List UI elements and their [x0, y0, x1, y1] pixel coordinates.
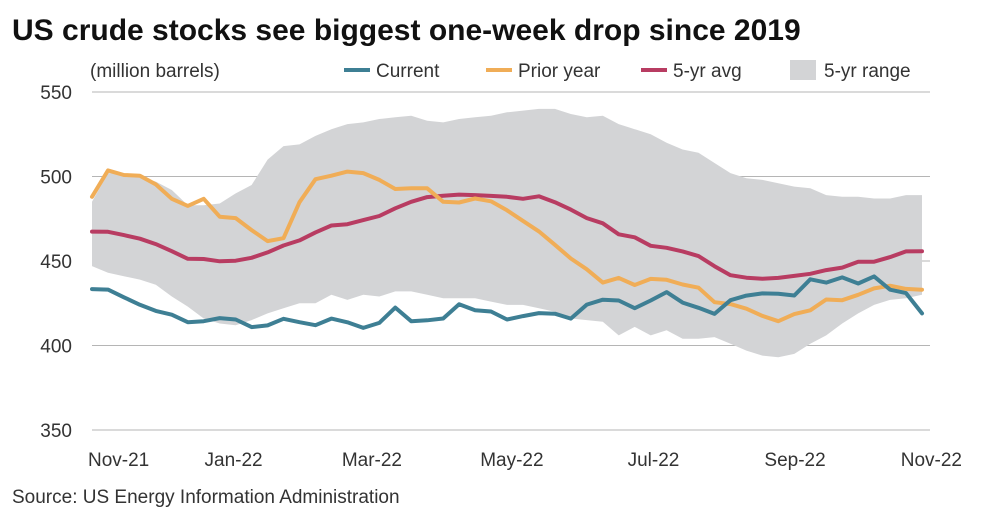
x-tick-label: Jul-22	[628, 450, 680, 471]
range-band	[92, 108, 922, 358]
y-unit-label: (million barrels)	[90, 61, 220, 82]
legend-label-prior: Prior year	[518, 61, 601, 82]
legend: Current Prior year 5-yr avg 5-yr range	[344, 60, 911, 82]
range-layer	[92, 108, 922, 358]
x-tick-label: Nov-22	[901, 450, 962, 471]
legend-swatch-range	[790, 60, 816, 80]
x-tick-label: May-22	[480, 450, 543, 471]
y-tick-label: 350	[40, 421, 72, 442]
legend-label-current: Current	[376, 61, 440, 82]
x-tick-label: Sep-22	[764, 450, 825, 471]
x-axis: Nov-21 Jan-22 Mar-22 May-22 Jul-22 Sep-22 Nov-…	[88, 450, 962, 471]
y-tick-label: 500	[40, 168, 72, 189]
prior-year-line	[90, 168, 924, 324]
source-note: Source: US Energy Information Administra…	[12, 487, 400, 508]
y-tick-label: 450	[40, 252, 72, 273]
legend-label-range: 5-yr range	[824, 61, 911, 82]
current-line	[90, 274, 924, 330]
lines-layer	[90, 168, 924, 330]
chart-title: US crude stocks see biggest one-week dro…	[12, 14, 801, 47]
y-tick-label: 400	[40, 337, 72, 358]
avg-line	[90, 192, 924, 281]
legend-label-avg: 5-yr avg	[673, 61, 742, 82]
y-tick-label: 550	[40, 83, 72, 104]
y-axis: 350 400 450 500 550	[40, 83, 72, 442]
x-tick-label: Mar-22	[342, 450, 402, 471]
x-tick-label: Jan-22	[205, 450, 263, 471]
x-tick-label: Nov-21	[88, 450, 149, 471]
